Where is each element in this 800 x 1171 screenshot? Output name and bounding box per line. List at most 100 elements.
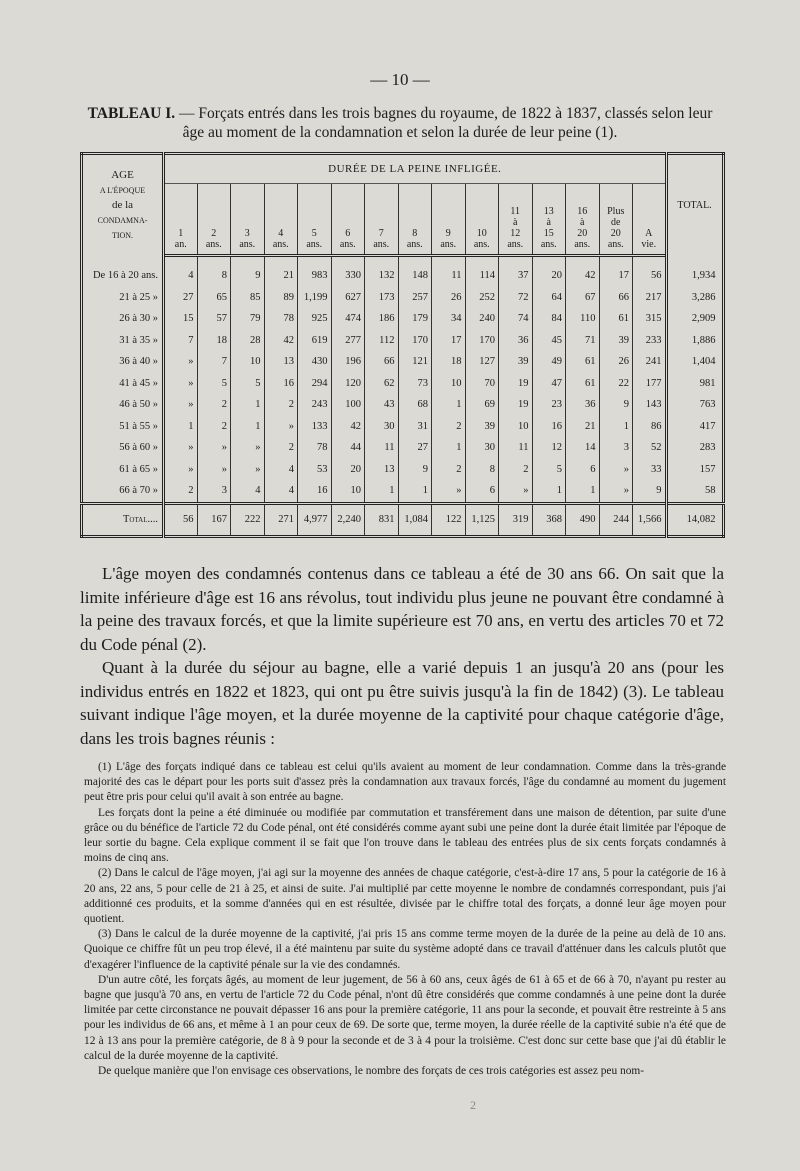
column-header: 11 à 12 ans. (498, 183, 532, 257)
table-cell: 43 (364, 394, 398, 416)
footnote: (2) Dans le calcul de l'âge moyen, j'ai … (84, 867, 726, 926)
table-cell: 30 (364, 415, 398, 437)
table-cell: 27 (397, 437, 432, 459)
table-cell: 7 (196, 351, 231, 373)
table-cell: 2 (196, 415, 231, 437)
row-age-label: 61 à 65 » (81, 458, 165, 480)
table-cell: 112 (364, 329, 398, 351)
signature-mark: 2 (470, 1098, 476, 1112)
column-header: 13 à 15 ans. (531, 183, 566, 257)
table-cell: 1,199 (297, 286, 331, 308)
table-row: 61 à 65 »»»» 4 53 20 13 9 2 8 2 5 6» 33 157 (81, 458, 724, 480)
total-cell: 167 (196, 501, 231, 536)
table-body: De 16 à 20 ans. 4 8 9 21 983 330 132 148 11 114 37 2… (81, 255, 724, 536)
table-cell: 177 (632, 372, 667, 394)
total-header: TOTAL. (664, 153, 724, 256)
table-cell: 86 (632, 415, 667, 437)
table-cell: 170 (464, 329, 499, 351)
column-header: 8 ans. (397, 183, 432, 257)
table-cell: 49 (531, 351, 566, 373)
table-cell: 42 (330, 415, 365, 437)
age-header-line: A L'ÉPOQUE (99, 185, 146, 195)
table-cell: 42 (263, 329, 298, 351)
age-header: AGE A L'ÉPOQUE de la CONDAMNA- TION. (81, 153, 165, 256)
column-header-word: 11 (510, 206, 521, 217)
column-header-word: vie. (641, 239, 657, 250)
table-cell: 8 (196, 255, 231, 287)
table-cell: 9 (598, 394, 633, 416)
total-cell: 222 (230, 501, 264, 536)
column-header-word: 5 (311, 228, 317, 239)
table-cell: 33 (632, 458, 667, 480)
table-cell: » (498, 480, 532, 503)
table-cell: » (263, 415, 298, 437)
table-cell: 74 (498, 308, 532, 330)
row-total: 1,886 (664, 329, 724, 351)
table-cell: 56 (632, 255, 667, 287)
column-header-word: 7 (378, 228, 384, 239)
table-cell: 1 (230, 415, 264, 437)
table-cell: 8 (464, 458, 499, 480)
table-cell: 67 (565, 286, 599, 308)
table-title: TABLEAU I. — Forçats entrés dans les tro… (80, 104, 720, 142)
table-cell: 10 (330, 480, 365, 503)
total-row-label: Total.... (81, 501, 165, 536)
table-cell: 925 (297, 308, 331, 330)
row-total: 1,404 (664, 351, 724, 373)
row-age-label: 41 à 45 » (81, 372, 165, 394)
table-cell: 5 (531, 458, 566, 480)
table-cell: 21 (565, 415, 599, 437)
table-cell: 14 (565, 437, 599, 459)
table-cell: 36 (565, 394, 599, 416)
table-cell: 78 (297, 437, 331, 459)
column-header-word: 13 (543, 206, 554, 217)
column-header-word: ans. (607, 239, 624, 250)
table-cell: 17 (598, 255, 633, 287)
table-cell: » (163, 351, 197, 373)
table-cell: 22 (598, 372, 633, 394)
table-cell: 21 (263, 255, 298, 287)
table-cell: 243 (297, 394, 331, 416)
row-total: 1,934 (664, 255, 724, 287)
table-cell: 72 (498, 286, 532, 308)
table-cell: 11 (364, 437, 398, 459)
table-cell: » (598, 458, 633, 480)
table-cell: » (196, 458, 231, 480)
table-cell: 4 (263, 458, 298, 480)
row-total: 283 (664, 437, 724, 459)
footnote: (1) L'âge des forçats indiqué dans ce ta… (84, 761, 726, 804)
footnote: De quelque manière que l'on envisage ces… (98, 1065, 645, 1078)
column-header-word: 10 (476, 228, 487, 239)
row-total: 58 (664, 480, 724, 503)
table-cell: 69 (464, 394, 499, 416)
total-row: Total.... 56 167 222 271 4,977 2,240 831 1,084 12… (81, 501, 724, 536)
column-header-row: 1 an. 2 ans. 3 ans. 4 ans. 5 ans. 6 ans. 7 ans. 8 ans. 9… (82, 183, 724, 257)
table-cell: 39 (498, 351, 532, 373)
column-header-word: à (513, 217, 518, 228)
table-cell: 430 (297, 351, 331, 373)
table-cell: 6 (464, 480, 499, 503)
total-cell: 490 (565, 501, 599, 536)
table-cell: 84 (531, 308, 566, 330)
paragraph: L'âge moyen des condamnés contenus dans … (80, 564, 724, 654)
table-cell: » (431, 480, 465, 503)
table-cell: 44 (330, 437, 365, 459)
table-row: 41 à 45 »» 5 5 16 294 120 62 73 10 70 19 47 61 22 177 9… (81, 372, 724, 394)
table-cell: 73 (397, 372, 432, 394)
table-cell: 36 (498, 329, 532, 351)
table-row: 56 à 60 »»»» 2 78 44 11 27 1 30 11 12 14 3 52 283 (81, 437, 724, 459)
total-cell: 122 (431, 501, 465, 536)
total-cell: 368 (531, 501, 566, 536)
paragraph: Quant à la durée du séjour au bagne, ell… (80, 658, 724, 748)
table-cell: 10 (498, 415, 532, 437)
table-cell: 121 (397, 351, 432, 373)
column-header-word: ans. (306, 239, 323, 250)
total-cell: 271 (263, 501, 298, 536)
age-header-line: CONDAMNA- (97, 215, 148, 225)
column-header: 5 ans. (297, 183, 331, 257)
column-header: 7 ans. (364, 183, 398, 257)
table-cell: 18 (431, 351, 465, 373)
table-cell: 3 (598, 437, 633, 459)
table-cell: 1 (565, 480, 599, 503)
